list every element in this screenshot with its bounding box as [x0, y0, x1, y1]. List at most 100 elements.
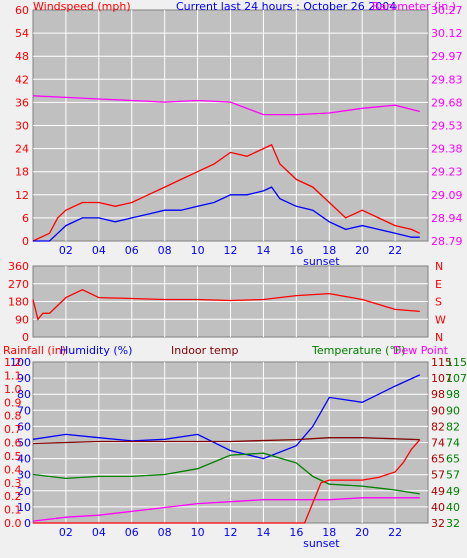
series-line	[32, 437, 420, 445]
y-tick-label: 30	[15, 120, 29, 133]
y-tick-label: 0.4	[4, 463, 22, 476]
y-tick-label: 82	[446, 420, 460, 433]
y-tick-label: 32	[446, 517, 460, 530]
y-tick-label: 90	[431, 404, 445, 417]
x-tick-label: 08	[158, 244, 172, 257]
y-tick-label: 65	[446, 453, 460, 466]
y-tick-label: S	[435, 296, 442, 309]
y-tick-label: 49	[431, 485, 445, 498]
x-tick-label: 04	[92, 244, 106, 257]
x-tick-label: 18	[322, 244, 336, 257]
y-tick-label: 180	[8, 296, 29, 309]
y-tick-label: 107	[431, 372, 452, 385]
series-line	[32, 143, 421, 242]
y-tick-label: 1.1	[4, 369, 22, 382]
y-tick-label: 270	[8, 278, 29, 291]
y-tick-label: 40	[431, 501, 445, 514]
series-line	[33, 186, 420, 242]
x-tick-label: 02	[59, 244, 73, 257]
y-tick-label: 18	[15, 166, 29, 179]
y-tick-label: 30.12	[431, 27, 463, 40]
y-tick-label: 360	[8, 260, 29, 273]
y-tick-label: 0.2	[4, 490, 22, 503]
y-tick-label: 80	[17, 388, 31, 401]
y-tick-label: 42	[15, 73, 29, 86]
x-tick-label: 12	[224, 244, 238, 257]
y-tick-label: N	[435, 260, 443, 273]
x-tick-label: 18	[322, 526, 336, 539]
y-tick-label: 0	[24, 517, 31, 530]
y-tick-label: 0.6	[4, 437, 22, 450]
current-title: Current last 24 hours : October 26 2004	[176, 0, 396, 13]
x-tick-label: 06	[125, 244, 139, 257]
y-tick-label: 29.53	[431, 120, 463, 133]
y-tick-label: 50	[17, 437, 31, 450]
baro-title: Barometer (in.)	[372, 0, 456, 13]
y-tick-label: 29.38	[431, 143, 463, 156]
y-tick-label: 90	[17, 372, 31, 385]
y-tick-label: 65	[431, 453, 445, 466]
y-tick-label: N	[435, 331, 443, 344]
x-tick-label: 20	[355, 526, 369, 539]
y-tick-label: 1.2	[4, 356, 22, 369]
y-tick-label: 98	[431, 388, 445, 401]
y-tick-label: 1.0	[4, 383, 22, 396]
y-tick-label: 74	[431, 437, 445, 450]
dewpoint-label: Dew Point	[393, 344, 449, 357]
y-tick-label: 0.1	[4, 504, 22, 517]
x-tick-label: 20	[355, 244, 369, 257]
y-tick-label: 29.97	[431, 50, 463, 63]
y-tick-label: 29.83	[431, 73, 463, 86]
y-tick-label: 40	[446, 501, 460, 514]
y-tick-label: W	[435, 313, 446, 326]
y-tick-label: 74	[446, 437, 460, 450]
y-tick-label: 115	[431, 356, 452, 369]
y-tick-label: 57	[431, 469, 445, 482]
y-tick-label: 28.79	[431, 235, 463, 248]
x-tick-label: 16	[289, 244, 303, 257]
y-tick-label: 60	[15, 4, 29, 17]
y-tick-label: 10	[17, 501, 31, 514]
indoor-label: Indoor temp	[171, 344, 238, 357]
y-tick-label: 36	[15, 96, 29, 109]
x-tick-label: 02	[59, 526, 73, 539]
y-tick-label: 70	[17, 404, 31, 417]
series-line	[32, 288, 420, 321]
x-tick-label: 14	[256, 526, 270, 539]
y-tick-label: 90	[446, 404, 460, 417]
rainfall-label: Rainfall (in)	[3, 344, 66, 357]
y-tick-label: 0.7	[4, 423, 22, 436]
y-tick-label: 20	[17, 485, 31, 498]
y-tick-label: 115	[446, 356, 467, 369]
x-tick-label: 04	[92, 526, 106, 539]
x-tick-label: 14	[256, 244, 270, 257]
y-tick-label: 107	[446, 372, 467, 385]
y-tick-label: 0	[22, 235, 29, 248]
series-line	[32, 95, 420, 116]
y-tick-label: 6	[22, 212, 29, 225]
y-tick-label: 54	[15, 27, 29, 40]
sunset-label: sunset	[303, 255, 340, 268]
series-line	[33, 439, 421, 524]
x-tick-label: 10	[191, 526, 205, 539]
y-tick-label: 0.8	[4, 410, 22, 423]
x-tick-label: 06	[125, 526, 139, 539]
y-tick-label: 60	[17, 420, 31, 433]
series-line	[32, 497, 420, 522]
x-tick-label: 22	[388, 526, 402, 539]
y-tick-label: E	[435, 278, 442, 291]
y-tick-label: 0	[22, 331, 29, 344]
series-line	[32, 452, 420, 495]
y-tick-label: 82	[431, 420, 445, 433]
y-tick-label: 24	[15, 143, 29, 156]
x-tick-label: 08	[158, 526, 172, 539]
x-tick-label: 22	[388, 244, 402, 257]
y-tick-label: 90	[15, 313, 29, 326]
y-tick-label: 100	[10, 356, 31, 369]
y-tick-label: 49	[446, 485, 460, 498]
y-tick-label: 0.9	[4, 396, 22, 409]
x-tick-label: 12	[224, 526, 238, 539]
y-tick-label: 57	[446, 469, 460, 482]
